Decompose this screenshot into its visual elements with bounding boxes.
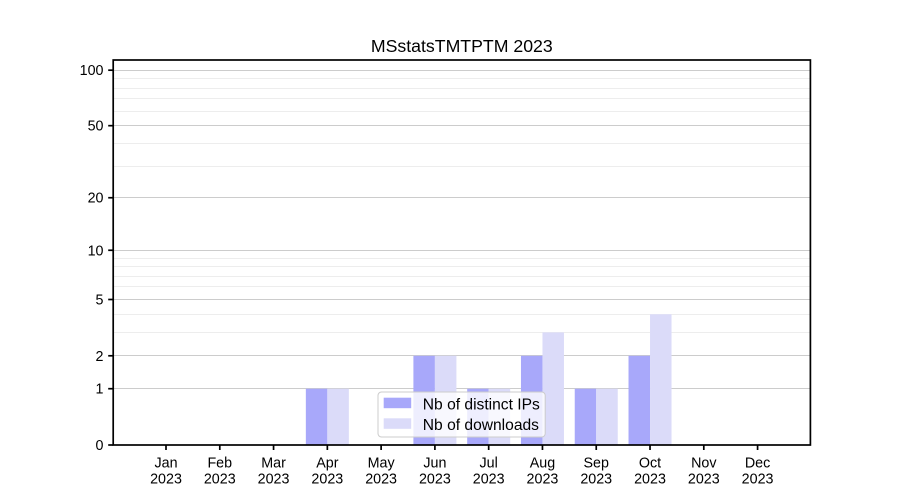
svg-text:100: 100 [80, 63, 104, 79]
svg-text:2: 2 [96, 349, 104, 365]
svg-text:Feb: Feb [207, 456, 232, 472]
svg-text:2023: 2023 [365, 472, 397, 488]
svg-text:Jun: Jun [423, 456, 446, 472]
svg-text:0: 0 [96, 438, 104, 454]
svg-text:20: 20 [88, 191, 104, 207]
svg-text:2023: 2023 [258, 472, 290, 488]
svg-text:Aug: Aug [530, 456, 555, 472]
svg-text:2023: 2023 [204, 472, 236, 488]
svg-text:MSstatsTMTPTM 2023: MSstatsTMTPTM 2023 [371, 36, 553, 56]
svg-text:Apr: Apr [316, 456, 338, 472]
svg-text:Jan: Jan [154, 456, 177, 472]
svg-text:2023: 2023 [150, 472, 182, 488]
svg-text:Dec: Dec [745, 456, 770, 472]
svg-text:2023: 2023 [742, 472, 774, 488]
svg-text:2023: 2023 [688, 472, 720, 488]
svg-text:May: May [368, 456, 396, 472]
svg-text:Nb of downloads: Nb of downloads [423, 417, 539, 434]
svg-text:Nb of distinct IPs: Nb of distinct IPs [423, 396, 540, 413]
svg-text:2023: 2023 [473, 472, 505, 488]
svg-text:2023: 2023 [580, 472, 612, 488]
svg-text:2023: 2023 [419, 472, 451, 488]
svg-text:2023: 2023 [634, 472, 666, 488]
svg-text:Nov: Nov [691, 456, 717, 472]
svg-text:50: 50 [88, 119, 104, 135]
svg-text:Mar: Mar [261, 456, 286, 472]
svg-text:2023: 2023 [311, 472, 343, 488]
svg-text:10: 10 [88, 243, 104, 259]
svg-text:Sep: Sep [584, 456, 609, 472]
svg-text:Oct: Oct [639, 456, 661, 472]
svg-text:2023: 2023 [527, 472, 559, 488]
svg-text:5: 5 [96, 293, 104, 309]
svg-text:Jul: Jul [480, 456, 498, 472]
svg-text:1: 1 [96, 382, 104, 398]
